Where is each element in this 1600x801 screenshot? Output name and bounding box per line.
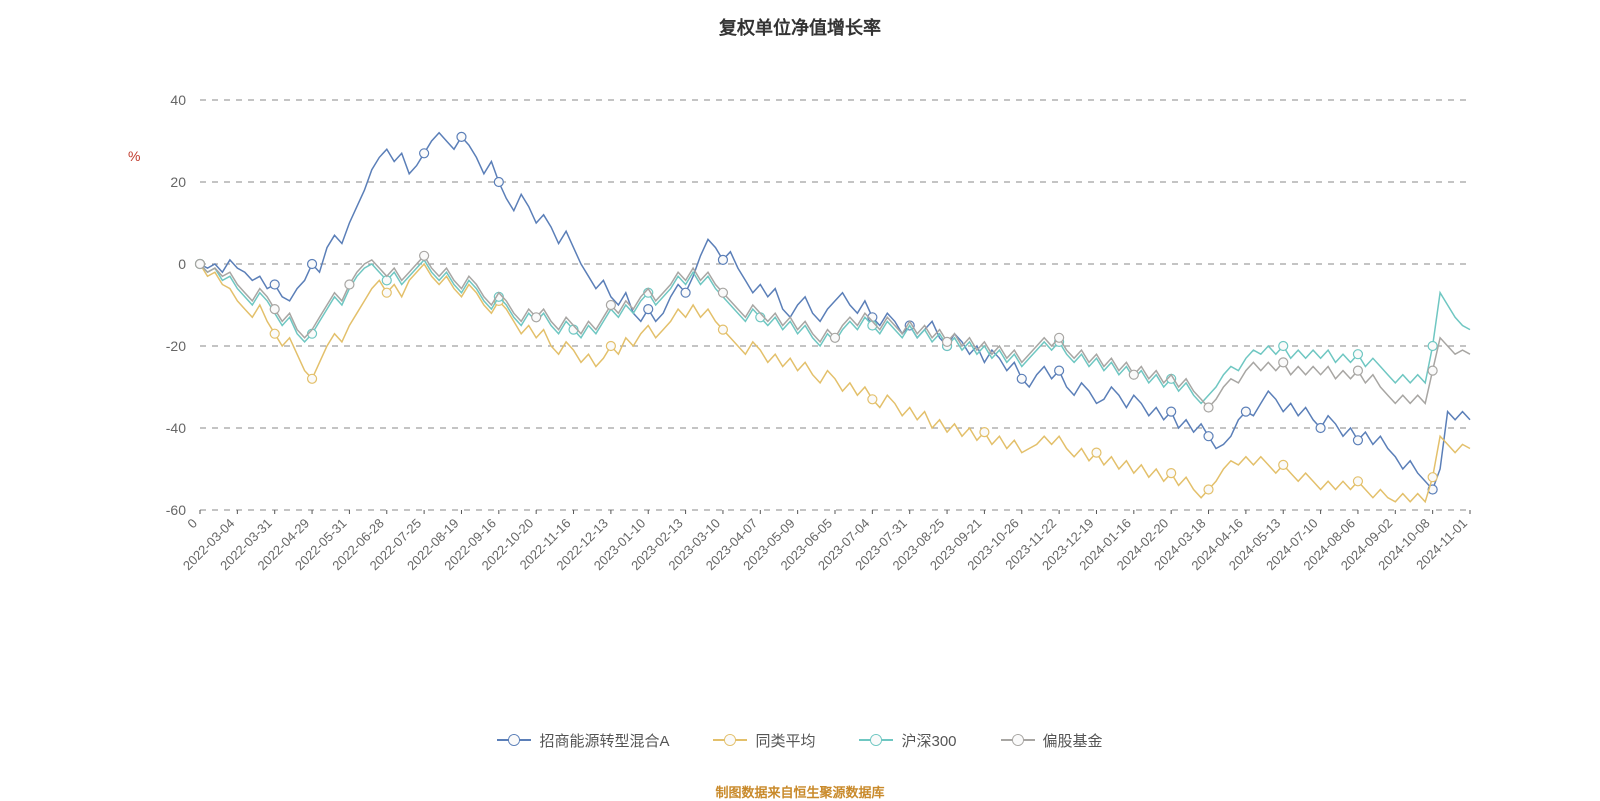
svg-text:-20: -20	[166, 338, 186, 354]
legend-swatch	[1001, 739, 1035, 741]
svg-text:20: 20	[170, 174, 186, 190]
legend-label: 同类平均	[755, 730, 815, 751]
chart-footer: 制图数据来自恒生聚源数据库	[0, 782, 1600, 801]
legend-item: 招商能源转型混合A	[497, 730, 669, 751]
legend: 招商能源转型混合A 同类平均 沪深300 偏股基金	[0, 728, 1600, 751]
svg-text:0: 0	[184, 516, 200, 532]
legend-label: 招商能源转型混合A	[539, 730, 669, 751]
legend-swatch	[713, 739, 747, 741]
legend-label: 偏股基金	[1043, 730, 1103, 751]
svg-text:-60: -60	[166, 502, 186, 518]
svg-text:-40: -40	[166, 420, 186, 436]
line-chart: -60-40-200204002022-03-042022-03-312022-…	[0, 0, 1600, 800]
legend-item: 偏股基金	[1001, 730, 1103, 751]
legend-label: 沪深300	[901, 730, 956, 751]
svg-text:40: 40	[170, 92, 186, 108]
legend-swatch	[859, 739, 893, 741]
legend-item: 沪深300	[859, 730, 956, 751]
legend-item: 同类平均	[713, 730, 815, 751]
svg-text:0: 0	[178, 256, 186, 272]
legend-swatch	[497, 739, 531, 741]
